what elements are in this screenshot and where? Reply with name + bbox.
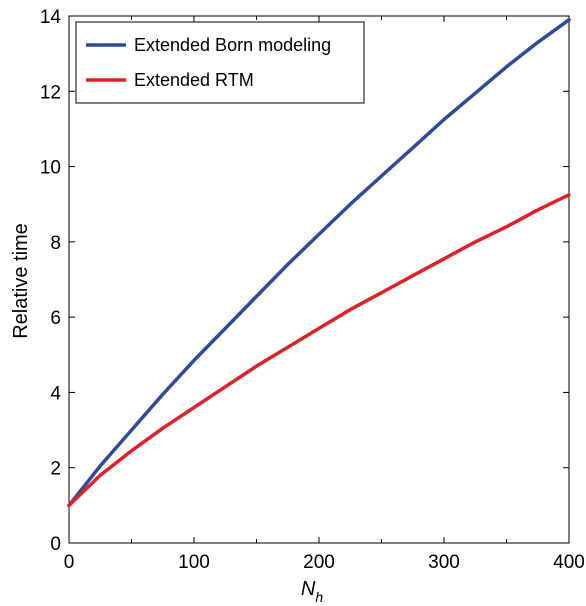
y-tick-label: 12: [40, 82, 61, 103]
legend-label-rtm: Extended RTM: [134, 70, 254, 90]
y-tick-label: 2: [50, 459, 61, 480]
x-axis-label: Nh: [301, 578, 323, 605]
x-tick-label: 200: [303, 552, 335, 573]
x-tick-label: 100: [178, 552, 210, 573]
y-tick-label: 10: [40, 158, 61, 179]
x-tick-label: 300: [428, 552, 460, 573]
y-tick-label: 8: [50, 233, 61, 254]
y-tick-label: 4: [50, 383, 61, 404]
y-tick-label: 0: [50, 534, 61, 555]
x-axis-label-subscript: h: [315, 589, 323, 605]
y-axis-label: Relative time: [10, 223, 32, 339]
legend-label-born: Extended Born modeling: [134, 35, 331, 55]
series-line-rtm: [69, 195, 569, 506]
x-tick-label: 0: [64, 552, 75, 573]
y-tick-label: 6: [50, 308, 61, 329]
x-tick-label: 400: [553, 552, 585, 573]
x-axis-label-main: N: [301, 578, 316, 600]
y-tick-label: 14: [40, 7, 62, 28]
legend: Extended Born modeling Extended RTM: [76, 22, 364, 103]
